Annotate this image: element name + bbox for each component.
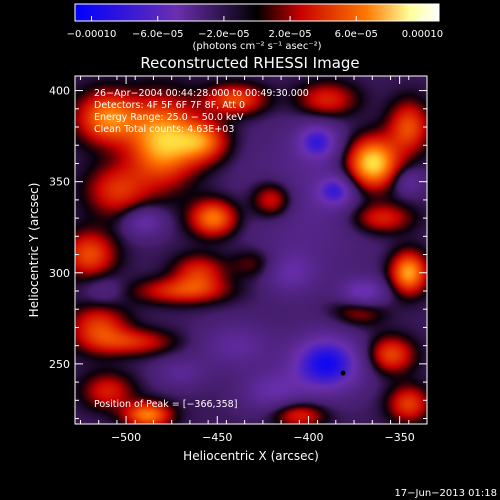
heatmap-image: [75, 76, 427, 424]
annotation-line: Energy Range: 25.0 − 50.0 keV: [94, 112, 244, 123]
x-axis-label: Heliocentric X (arcsec): [183, 449, 319, 463]
colorbar-tick-label: −2.0e−05: [198, 29, 250, 40]
peak-position-label: Position of Peak = [−366,358]: [94, 399, 237, 410]
colorbar-units: (photons cm⁻² s⁻¹ asec⁻²): [192, 41, 321, 52]
chart-title: Reconstructed RHESSI Image: [140, 54, 359, 72]
x-tick-label: −350: [385, 431, 415, 444]
marker-point: [340, 370, 346, 376]
annotation-line: Clean Total counts: 4.63E+03: [94, 124, 234, 135]
colorbar-tick-label: −0.00010: [67, 29, 117, 40]
footer-date: 17−Jun−2013 01:18: [394, 488, 497, 499]
y-tick-label: 300: [49, 267, 70, 280]
colorbar-tick-label: 6.0e−05: [335, 29, 378, 40]
y-axis-label: Heliocentric Y (arcsec): [27, 183, 41, 318]
colorbar-tick-label: −6.0e−05: [132, 29, 184, 40]
x-tick-label: −400: [293, 431, 323, 444]
y-tick-label: 400: [49, 85, 70, 98]
plot-frame: [74, 75, 428, 425]
y-tick-label: 350: [49, 176, 70, 189]
x-axis-ticks: −500 −450 −400 −350: [79, 76, 428, 444]
annotation-block: 26−Apr−2004 00:44:28.000 to 00:49:30.000…: [94, 88, 309, 135]
colorbar-tick-label: 0.00010: [402, 29, 443, 40]
annotation-line: Detectors: 4F 5F 6F 7F 8F, Att 0: [94, 100, 245, 111]
y-axis-ticks: 250 300 350 400: [49, 85, 427, 420]
y-tick-label: 250: [49, 358, 70, 371]
colorbar-tick-label: 2.0e−05: [269, 29, 312, 40]
annotation-line: 26−Apr−2004 00:44:28.000 to 00:49:30.000: [94, 88, 309, 99]
x-tick-label: −450: [202, 431, 232, 444]
image-panel: [75, 76, 427, 424]
colorbar-gradient: [74, 3, 440, 22]
colorbar-ticks: −0.00010 −6.0e−05 −2.0e−05 2.0e−05 6.0e−05 0.…: [67, 16, 443, 40]
colorbar: −0.00010 −6.0e−05 −2.0e−05 2.0e−05 6.0e−05 0.…: [67, 3, 443, 52]
x-tick-label: −500: [111, 431, 141, 444]
